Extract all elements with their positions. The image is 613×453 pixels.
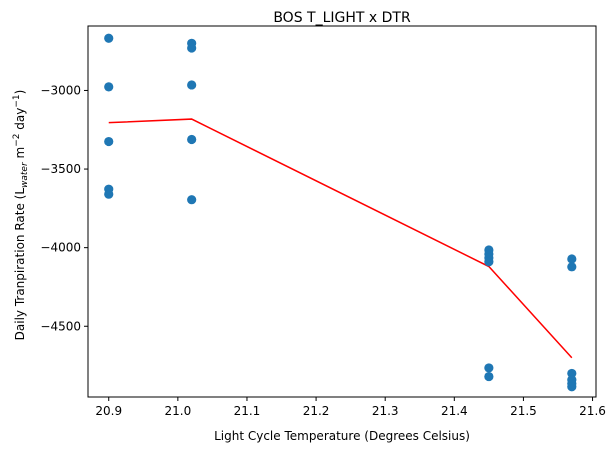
scatter-points-group (104, 33, 577, 392)
y-axis-label-mid1: m (13, 147, 27, 163)
x-tick-label: 21.4 (441, 404, 468, 418)
scatter-point (104, 136, 114, 147)
x-tick-label: 21.0 (164, 404, 191, 418)
scatter-point (187, 80, 197, 90)
fit-line (108, 118, 573, 359)
x-axis-label: Light Cycle Temperature (Degrees Celsius… (214, 429, 470, 443)
y-axis-label-mid2: day (13, 108, 27, 134)
y-axis-label-sub: water (20, 161, 30, 188)
y-axis-label-prefix: Daily Tranpiration Rate (L (13, 188, 27, 341)
fit-line-group (108, 118, 573, 359)
scatter-point (187, 134, 197, 145)
plot-area (87, 25, 597, 398)
y-tick-label: −4500 (40, 319, 81, 333)
x-tick-label: 21.6 (579, 404, 606, 418)
y-axis-label-suffix: ) (13, 90, 27, 95)
chart-title: BOS T_LIGHT x DTR (273, 10, 411, 26)
plot-frame (87, 25, 597, 398)
y-tick-label: −3500 (40, 162, 81, 176)
scatter-point (104, 189, 114, 199)
y-axis: −3000 −3500 −4000 −4500 (40, 83, 88, 333)
y-tick-label: −3000 (40, 83, 81, 97)
scatter-point (567, 254, 577, 264)
scatter-point (484, 257, 494, 267)
x-axis: 20.9 21.0 21.1 21.2 21.3 21.4 21.5 21.6 (95, 397, 606, 418)
scatter-point (567, 262, 577, 272)
y-tick-label: −4000 (40, 241, 81, 255)
x-tick-label: 21.2 (303, 404, 330, 418)
y-axis-label-sup2: −1 (12, 94, 22, 107)
x-tick-label: 21.3 (372, 404, 399, 418)
x-tick-label: 21.5 (510, 404, 537, 418)
scatter-point (104, 82, 114, 92)
scatter-point (484, 363, 494, 373)
x-tick-label: 21.1 (234, 404, 261, 418)
scatter-point (187, 195, 197, 205)
y-axis-label-sup1: −2 (12, 134, 22, 147)
scatter-point (484, 371, 494, 382)
scatter-point (567, 368, 577, 379)
scatter-point (567, 382, 577, 392)
scatter-point (104, 33, 114, 43)
x-tick-label: 20.9 (95, 404, 122, 418)
y-axis-label: Daily Tranpiration Rate (Lwater m−2 day−… (12, 90, 30, 341)
scatter-point (187, 43, 197, 53)
